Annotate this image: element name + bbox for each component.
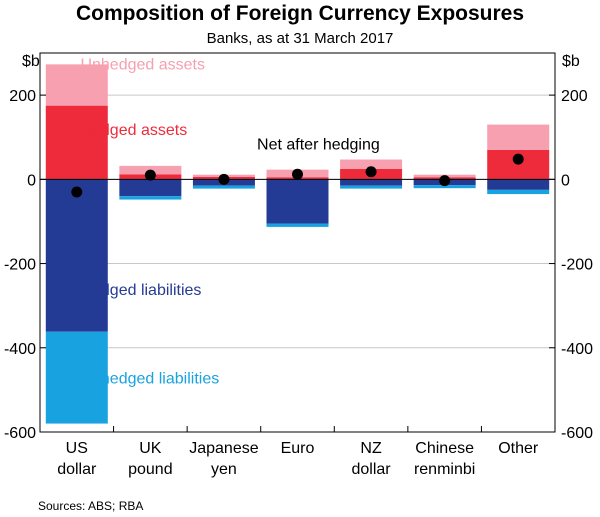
bar-unhedged-liabilities bbox=[413, 185, 476, 189]
plot-frame bbox=[39, 52, 556, 433]
x-category-label: US bbox=[66, 440, 88, 457]
x-category-label: Japanese bbox=[189, 440, 258, 457]
x-category-label: Other bbox=[498, 440, 539, 457]
bar-unhedged-liabilities bbox=[266, 223, 329, 227]
y-tick-label-right: 0 bbox=[561, 172, 570, 189]
x-category-label: dollar bbox=[352, 461, 392, 478]
bar-unhedged-assets bbox=[340, 159, 403, 169]
y-tick-label-right: 200 bbox=[561, 88, 588, 105]
bar-unhedged-liabilities bbox=[487, 189, 550, 195]
x-category-label: dollar bbox=[57, 461, 97, 478]
y-tick-label-right: -600 bbox=[561, 425, 593, 442]
y-axes: $b $b 200 200 0 0 -200 -200 -400 -400 -600 -600 bbox=[4, 53, 593, 442]
source-note: Sources: ABS; RBA bbox=[38, 499, 144, 513]
y-unit-right: $b bbox=[562, 53, 580, 70]
bar-hedged-liabilities bbox=[45, 179, 108, 332]
y-tick-label-left: -400 bbox=[4, 341, 36, 358]
chart-subtitle: Banks, as at 31 March 2017 bbox=[206, 30, 394, 47]
bar-unhedged-liabilities bbox=[340, 185, 403, 189]
chart-title: Composition of Foreign Currency Exposure… bbox=[75, 2, 525, 25]
bar-unhedged-liabilities bbox=[45, 331, 108, 424]
x-category-label: renminbi bbox=[414, 461, 475, 478]
y-tick-label-right: -200 bbox=[561, 257, 593, 274]
bar-unhedged-assets bbox=[45, 64, 108, 106]
x-category-label: pound bbox=[128, 461, 173, 478]
net-markers bbox=[71, 153, 524, 198]
x-category-label: yen bbox=[211, 461, 237, 478]
bar-unhedged-assets bbox=[487, 124, 550, 150]
net-marker bbox=[439, 175, 451, 187]
x-category-label: Euro bbox=[281, 440, 315, 457]
y-unit-left: $b bbox=[22, 53, 40, 70]
y-tick-label-left: 200 bbox=[9, 88, 36, 105]
net-marker bbox=[512, 153, 524, 165]
net-marker bbox=[292, 168, 303, 180]
bar-hedged-assets bbox=[45, 105, 108, 180]
y-tick-label-left: 0 bbox=[27, 172, 36, 189]
x-category-label: Chinese bbox=[415, 440, 474, 457]
bar-hedged-liabilities bbox=[119, 179, 182, 197]
net-marker bbox=[71, 186, 83, 198]
y-tick-label-right: -400 bbox=[561, 341, 593, 358]
net-marker bbox=[144, 169, 156, 181]
bar-unhedged-liabilities bbox=[119, 196, 182, 200]
bar-hedged-liabilities bbox=[340, 179, 403, 186]
x-axis: US dollar UK pound Japanese yen Euro NZ dollar Ch… bbox=[57, 440, 539, 478]
x-category-label: UK bbox=[139, 440, 162, 457]
bar-hedged-liabilities bbox=[487, 179, 550, 190]
x-category-label: NZ bbox=[360, 440, 382, 457]
net-marker bbox=[365, 166, 377, 178]
y-tick-label-left: -600 bbox=[4, 425, 36, 442]
annotation-unhedged-assets: Unhedged assets bbox=[80, 57, 205, 74]
y-tick-label-left: -200 bbox=[4, 257, 36, 274]
annotation-hedged-assets: Hedged assets bbox=[80, 122, 187, 139]
bar-unhedged-liabilities bbox=[192, 185, 255, 189]
bar-hedged-liabilities bbox=[266, 179, 329, 224]
annotation-unhedged-liabilities: Unhedged liabilities bbox=[80, 370, 219, 387]
plot-border bbox=[39, 52, 556, 433]
annotation-net-after-hedging: Net after hedging bbox=[257, 137, 380, 154]
annotation-hedged-liabilities: Hedged liabilities bbox=[80, 282, 201, 299]
annotations: Unhedged assets Hedged assets Net after he… bbox=[80, 57, 379, 388]
